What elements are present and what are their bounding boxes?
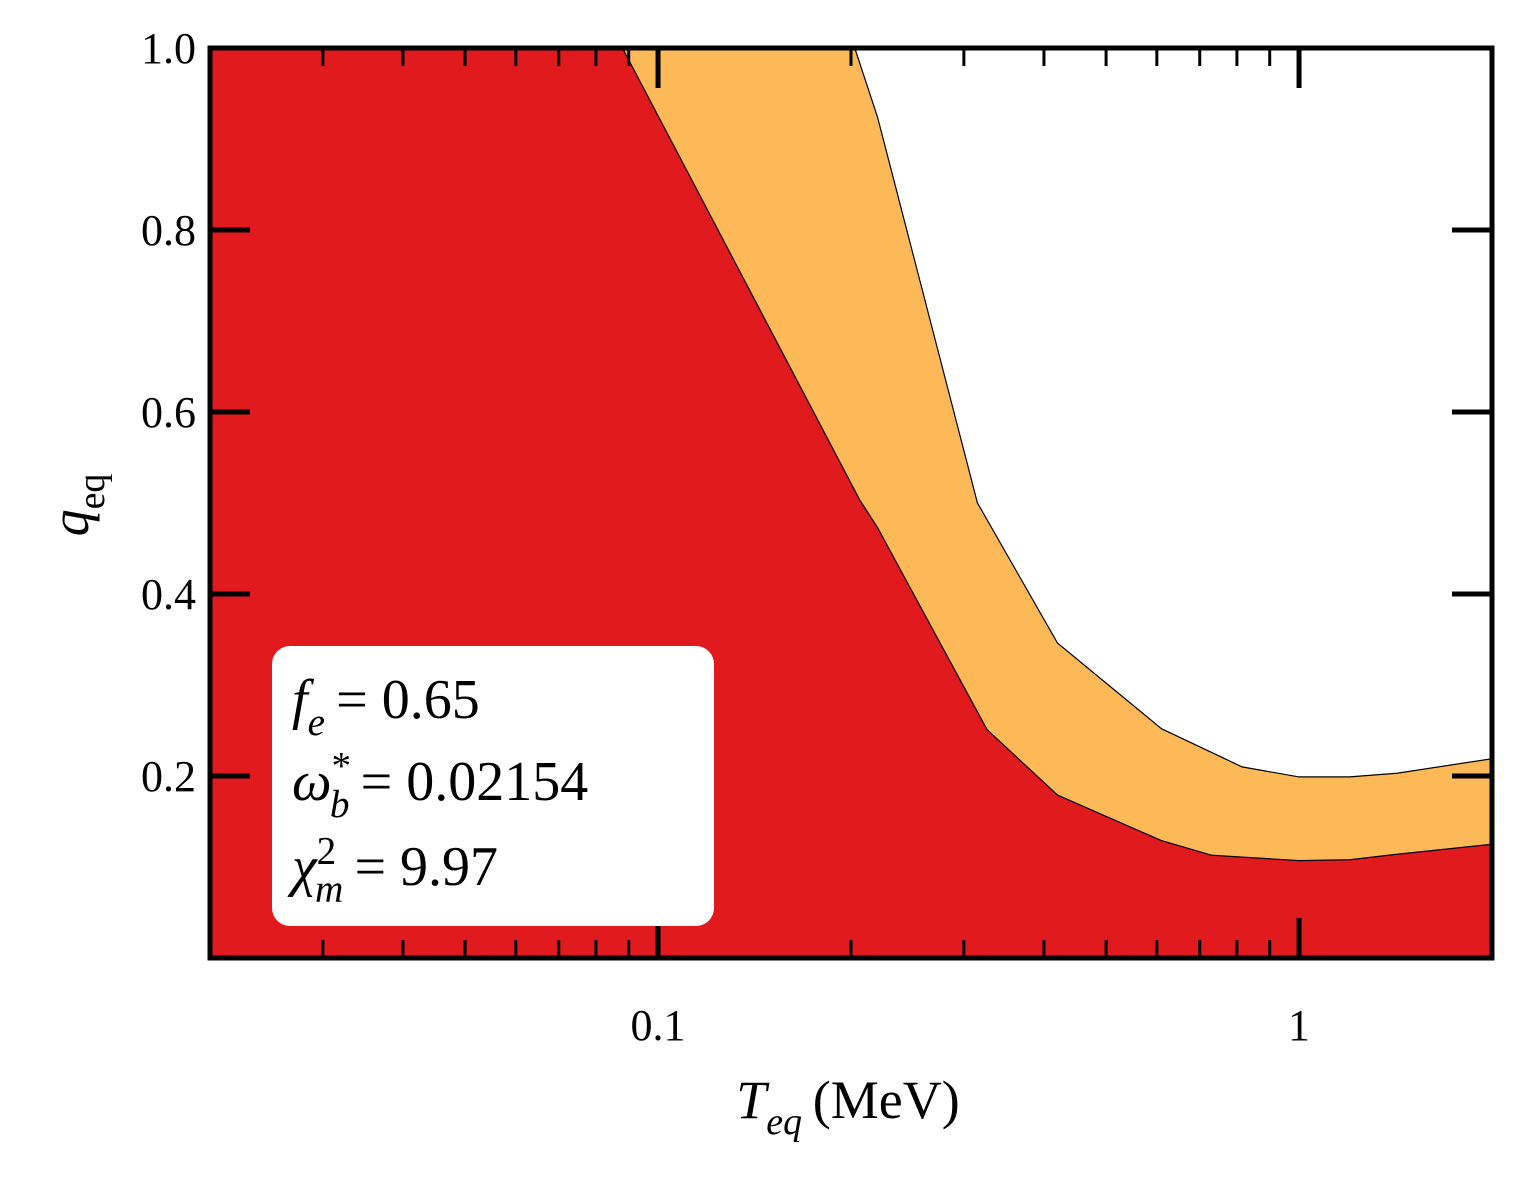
x-tick-label: 0.1 xyxy=(631,1001,686,1050)
annotation: ω* b = 0.02154 xyxy=(292,745,588,826)
y-tick-label: 0.4 xyxy=(141,570,196,619)
y-axis-label-sub: eq xyxy=(71,474,113,510)
x-axis-label: Teq (MeV) xyxy=(736,1070,959,1143)
area-edge xyxy=(210,48,1492,778)
annotation-sup: 2 xyxy=(317,830,337,873)
axes: 0.20.40.60.81.00.1 1fe = 0.65ω* b = 0.02154χ… xyxy=(40,24,1495,1143)
area-edge xyxy=(210,48,1492,862)
annotation-sub: m xyxy=(315,868,343,911)
annotation: fe = 0.65 xyxy=(292,669,480,744)
y-tick-label: 0.8 xyxy=(141,206,196,255)
x-tick-label: 1 xyxy=(1288,1001,1310,1050)
annotation: χ2 m = 9.97 xyxy=(287,830,498,911)
x-axis-label-symbol: T xyxy=(736,1070,770,1130)
y-axis-label-symbol: q xyxy=(40,509,100,536)
y-tick-label: 0.2 xyxy=(141,752,196,801)
y-tick-label: 1.0 xyxy=(141,24,196,73)
y-axis-label: qeq xyxy=(40,474,113,537)
annotation-symbol: ω xyxy=(292,751,332,813)
x-axis-label-text: (MeV) xyxy=(813,1070,960,1130)
annotation-symbol: χ xyxy=(287,836,318,898)
annotation-text: = 0.02154 xyxy=(361,751,589,813)
annotation-text: = 9.97 xyxy=(354,836,498,898)
annotation-sub: b xyxy=(330,783,350,826)
annotation-sub: e xyxy=(308,701,325,744)
annotation-text: = 0.65 xyxy=(336,669,480,731)
x-axis-label-sub: eq xyxy=(766,1101,802,1143)
annotation-sup: * xyxy=(332,745,352,788)
annotation-box xyxy=(272,646,714,926)
y-axis-label-group: qeq xyxy=(40,474,113,537)
y-tick-label: 0.6 xyxy=(141,388,196,437)
